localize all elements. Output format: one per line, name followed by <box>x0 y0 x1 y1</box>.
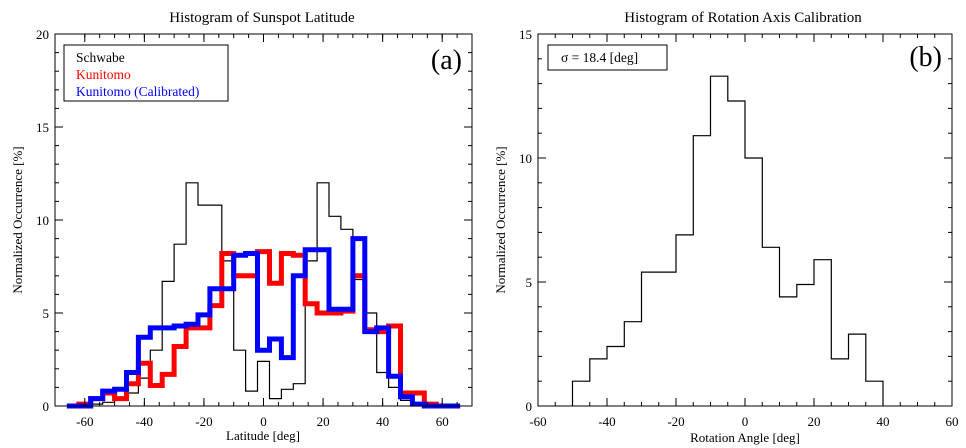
legend-entry-schwabe: Schwabe <box>76 50 125 65</box>
y-tick-label: 5 <box>43 306 50 321</box>
x-tick-label: -60 <box>529 414 546 429</box>
y-tick-label: 15 <box>519 27 532 42</box>
annotation-b: σ = 18.4 [deg] <box>547 44 668 71</box>
x-tick-label: -60 <box>76 414 93 429</box>
legend-entry-kunitomo: Kunitomo <box>76 67 131 82</box>
y-tick-label: 15 <box>36 120 49 135</box>
x-tick-label: 20 <box>317 414 330 429</box>
x-tick-label: -20 <box>195 414 212 429</box>
x-tick-label: 0 <box>260 414 267 429</box>
x-tick-label: -20 <box>667 414 684 429</box>
chart-title-b: Histogram of Rotation Axis Calibration <box>624 10 862 26</box>
y-tick-label: 0 <box>43 399 50 414</box>
series-histogram-b <box>571 75 884 406</box>
panel-label-b: (b) <box>909 42 942 73</box>
plot-frame-b <box>537 33 953 407</box>
x-axis-label-a: Latitude [deg] <box>226 428 300 443</box>
x-tick-label: 60 <box>946 414 959 429</box>
x-tick-label: 40 <box>376 414 389 429</box>
panel-b: Histogram of Rotation Axis Calibration 0… <box>493 10 959 445</box>
y-axis-label-a: Normalized Occurrence [%] <box>10 146 25 293</box>
x-tick-label: -40 <box>598 414 615 429</box>
x-tick-label: 20 <box>808 414 821 429</box>
plot-frame-a <box>54 33 473 407</box>
panel-a: Histogram of Sunspot Latitude 0 5 10 15 20 -6… <box>10 10 473 443</box>
x-axis-label-b: Rotation Angle [deg] <box>690 430 800 445</box>
x-tick-label: 0 <box>742 414 749 429</box>
sigma-annotation-box <box>547 44 668 71</box>
y-tick-label: 0 <box>526 399 533 414</box>
sigma-annotation-text: σ = 18.4 [deg] <box>561 50 638 65</box>
y-tick-label: 5 <box>526 275 533 290</box>
y-tick-label: 10 <box>519 151 532 166</box>
x-tick-label: -40 <box>136 414 153 429</box>
series-kunitomo-calibrated-a <box>66 236 461 409</box>
y-axis-label-b: Normalized Occurrence [%] <box>493 146 508 293</box>
y-tick-label: 10 <box>36 213 49 228</box>
x-tick-label: 40 <box>877 414 890 429</box>
legend-box-a <box>63 44 229 102</box>
panel-label-a: (a) <box>431 45 462 76</box>
y-tick-label: 20 <box>36 27 49 42</box>
x-tick-label: 60 <box>436 414 449 429</box>
legend-entry-kunitomo-calibrated: Kunitomo (Calibrated) <box>76 84 199 99</box>
legend-a: Schwabe Kunitomo Kunitomo (Calibrated) <box>63 44 229 102</box>
chart-title-a: Histogram of Sunspot Latitude <box>169 10 355 26</box>
